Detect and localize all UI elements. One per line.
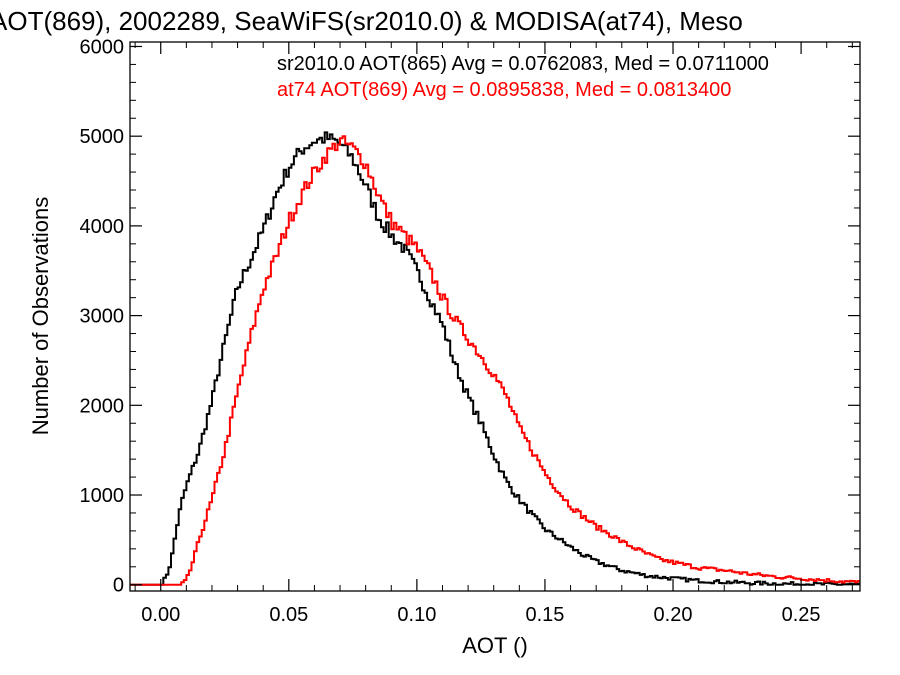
legend-entry-at74: at74 AOT(869) Avg = 0.0895838, Med = 0.0… — [277, 79, 731, 101]
y-tick-label: 6000 — [80, 36, 125, 58]
x-tick-label: 0.05 — [269, 604, 308, 626]
series-line-1 — [130, 135, 860, 586]
x-tick-labels: 0.00 0.05 0.10 0.15 0.20 0.25 — [141, 604, 820, 626]
y-tick-label: 4000 — [80, 216, 125, 238]
axis-ticks — [130, 42, 860, 591]
x-axis-label: AOT () — [462, 633, 528, 658]
series-line-0 — [130, 131, 860, 586]
legend-entry-sr2010: sr2010.0 AOT(865) Avg = 0.0762083, Med =… — [277, 53, 769, 75]
y-tick-label: 1000 — [80, 485, 125, 507]
y-tick-label: 3000 — [80, 306, 125, 328]
y-tick-labels: 0 1000 2000 3000 4000 5000 6000 — [80, 36, 125, 596]
y-tick-label: 2000 — [80, 395, 125, 417]
x-tick-label: 0.15 — [525, 604, 564, 626]
plot-frame — [129, 41, 861, 592]
x-tick-label: 0.00 — [141, 604, 180, 626]
x-tick-label: 0.25 — [782, 604, 821, 626]
x-tick-label: 0.20 — [654, 604, 693, 626]
y-tick-label: 5000 — [80, 126, 125, 148]
x-tick-label: 0.10 — [397, 604, 436, 626]
y-axis-label: Number of Observations — [28, 197, 53, 435]
y-tick-label: 0 — [113, 575, 124, 597]
chart-title: AOT(869), 2002289, SeaWiFS(sr2010.0) & M… — [0, 6, 743, 36]
series-lines — [130, 131, 860, 586]
